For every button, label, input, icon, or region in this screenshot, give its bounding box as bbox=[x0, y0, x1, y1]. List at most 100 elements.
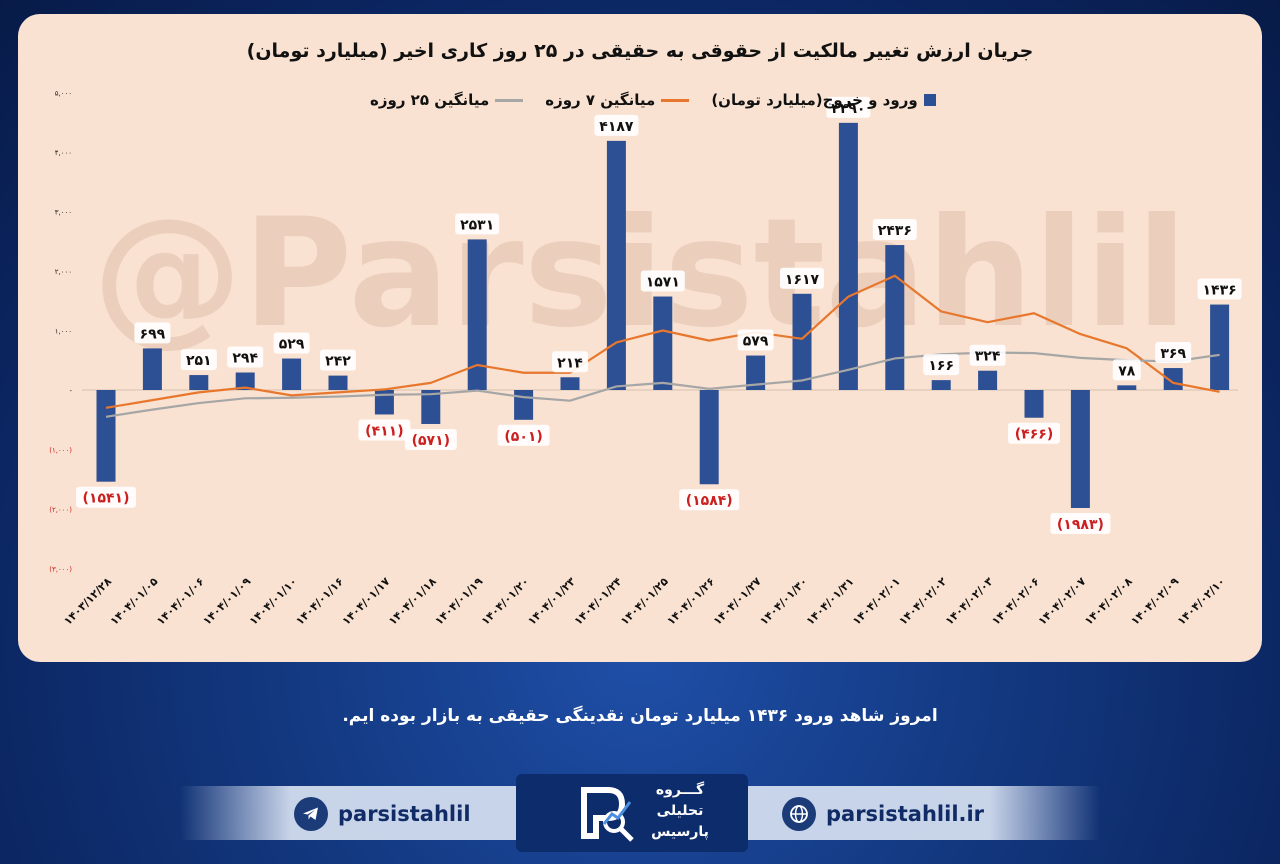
data-label: ۲۴۲ bbox=[325, 354, 351, 370]
bar bbox=[885, 245, 905, 390]
data-label: (۴۱۱) bbox=[365, 423, 403, 439]
y-tick-label: (۳,۰۰۰) bbox=[49, 566, 72, 574]
data-label: ۱۶۱۷ bbox=[785, 272, 820, 288]
legend-item-ma25: میانگین ۲۵ روزه bbox=[370, 91, 524, 109]
legend-swatch-ma7 bbox=[661, 98, 690, 102]
data-label: ۵۷۹ bbox=[743, 334, 769, 350]
bar bbox=[328, 375, 348, 390]
website-url: parsistahlil.ir bbox=[826, 802, 985, 826]
x-tick-label: ۱۴۰۴/۰۱/۱۹ bbox=[432, 575, 485, 628]
y-tick-label: ۲,۰۰۰ bbox=[55, 268, 72, 276]
y-tick-label: ۵,۰۰۰ bbox=[55, 90, 72, 98]
logo-text: گـــروه تحلیلی پارسیس bbox=[640, 780, 720, 843]
bar bbox=[792, 293, 812, 390]
series-line-ma25 bbox=[105, 351, 1220, 418]
data-label-box bbox=[404, 428, 457, 450]
x-tick-label: ۱۴۰۴/۰۲/۰۷ bbox=[1036, 575, 1089, 628]
logo-line-1: گـــروه bbox=[655, 782, 705, 798]
x-tick-label: ۱۴۰۴/۰۲/۰۶ bbox=[989, 575, 1042, 628]
x-tick-label: ۱۴۰۴/۰۱/۱۶ bbox=[293, 575, 346, 628]
watermark: @Parsistahlil bbox=[92, 187, 1187, 361]
bar bbox=[96, 390, 116, 482]
data-label: ۳۶۹ bbox=[1160, 346, 1186, 362]
data-label-box bbox=[923, 354, 960, 376]
bar bbox=[699, 390, 719, 485]
data-label: ۳۲۴ bbox=[975, 349, 1001, 365]
globe-icon bbox=[782, 797, 816, 831]
series-line-ma7 bbox=[105, 274, 1220, 409]
data-label-box bbox=[679, 489, 740, 511]
data-label: ۴۱۸۷ bbox=[599, 119, 634, 135]
website-link[interactable]: parsistahlil.ir bbox=[782, 794, 984, 834]
x-tick-label: ۱۴۰۴/۰۱/۰۶ bbox=[154, 575, 207, 628]
data-label: ۷۸ bbox=[1118, 363, 1136, 379]
legend-item-flow: ورود و خروج(میلیارد تومان) bbox=[711, 91, 936, 109]
legend: ورود و خروج(میلیارد تومان) میانگین ۷ روز… bbox=[370, 88, 936, 112]
x-tick-label: ۱۴۰۴/۰۱/۲۶ bbox=[664, 575, 717, 628]
x-tick-label: ۱۴۰۴/۰۱/۱۰ bbox=[247, 575, 300, 628]
bar bbox=[189, 375, 209, 390]
data-label: (۵۰۱) bbox=[504, 429, 542, 445]
data-label-box bbox=[455, 213, 500, 235]
data-label: ۵۲۹ bbox=[279, 337, 305, 353]
data-label: ۱۶۶ bbox=[928, 358, 954, 374]
bar bbox=[374, 390, 394, 415]
bar bbox=[1024, 390, 1044, 418]
data-label-box bbox=[1050, 512, 1111, 534]
data-label-box bbox=[1112, 359, 1141, 381]
data-label: ۲۱۴ bbox=[557, 355, 583, 371]
x-tick-label: ۱۴۰۴/۰۱/۳۱ bbox=[804, 575, 857, 628]
x-tick-label: ۱۴۰۴/۰۲/۱۰ bbox=[1175, 575, 1228, 628]
bar bbox=[467, 239, 487, 390]
summary-caption: امروز شاهد ورود ۱۴۳۶ میلیارد تومان نقدین… bbox=[342, 706, 938, 726]
legend-swatch-ma25 bbox=[495, 98, 524, 102]
chart-title: جریان ارزش تغییر مالکیت از حقوقی به حقیق… bbox=[246, 40, 1034, 62]
legend-swatch-bar bbox=[923, 94, 936, 106]
y-tick-label: - bbox=[69, 387, 72, 395]
data-label-box bbox=[826, 96, 871, 118]
x-tick-label: ۱۴۰۴/۰۱/۲۰ bbox=[479, 575, 532, 628]
data-label-box bbox=[1008, 422, 1060, 444]
telegram-icon bbox=[294, 797, 328, 831]
logo-line-2: تحلیلی bbox=[656, 803, 704, 819]
bar bbox=[560, 377, 580, 390]
bar bbox=[606, 140, 626, 390]
data-label: (۱۹۸۳) bbox=[1057, 517, 1104, 533]
bar bbox=[421, 390, 441, 424]
data-label-box bbox=[640, 270, 685, 292]
x-tick-label: ۱۴۰۴/۰۲/۰۲ bbox=[896, 575, 949, 628]
data-label-box bbox=[969, 344, 1006, 366]
data-label-box bbox=[1197, 278, 1242, 300]
bar bbox=[235, 372, 255, 390]
data-label-box bbox=[1155, 342, 1192, 364]
x-tick-label: ۱۴۰۴/۰۲/۰۳ bbox=[943, 575, 996, 628]
x-tick-label: ۱۴۰۴/۰۱/۱۷ bbox=[340, 575, 393, 628]
y-tick-label: (۱,۰۰۰) bbox=[49, 447, 72, 455]
data-label: ۲۵۱ bbox=[186, 353, 212, 369]
data-label: ۲۹۴ bbox=[232, 351, 258, 367]
bar bbox=[978, 370, 998, 390]
x-tick-label: ۱۴۰۴/۰۲/۰۱ bbox=[850, 575, 903, 628]
data-label-box bbox=[737, 329, 774, 351]
x-tick-label: ۱۴۰۴/۰۱/۲۷ bbox=[711, 575, 764, 628]
x-tick-label: ۱۴۰۴/۰۱/۱۸ bbox=[386, 575, 439, 628]
data-label: (۱۵۴۱) bbox=[83, 491, 130, 507]
data-label: (۴۶۶) bbox=[1015, 427, 1053, 443]
data-label-box bbox=[780, 267, 824, 289]
data-label-box bbox=[358, 419, 411, 441]
y-tick-label: ۳,۰۰۰ bbox=[55, 209, 72, 217]
bar bbox=[514, 390, 534, 420]
parsis-logo-mark bbox=[581, 787, 634, 842]
data-label-box bbox=[180, 349, 217, 371]
x-tick-label: ۱۴۰۴/۰۱/۰۹ bbox=[200, 575, 253, 628]
x-tick-label: ۱۴۰۴/۰۱/۰۵ bbox=[108, 575, 161, 628]
x-tick-label: ۱۴۰۴/۰۱/۳۰ bbox=[757, 575, 810, 628]
chart-card bbox=[18, 14, 1262, 662]
telegram-link[interactable]: parsistahlil bbox=[294, 794, 471, 834]
data-label: ۲۵۳۱ bbox=[460, 217, 494, 233]
data-label: (۵۷۱) bbox=[412, 433, 450, 449]
bar bbox=[1117, 385, 1137, 390]
data-label-box bbox=[227, 346, 264, 368]
data-label: ۱۵۷۱ bbox=[646, 275, 680, 291]
data-label-box bbox=[273, 332, 310, 354]
